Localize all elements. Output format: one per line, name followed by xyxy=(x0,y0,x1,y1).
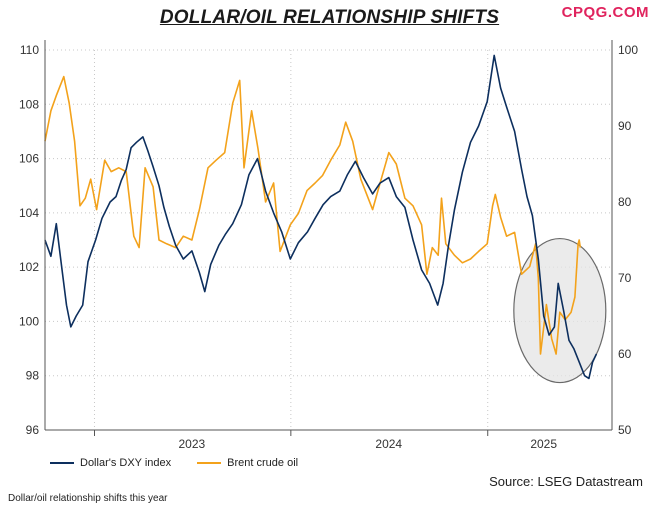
y-left-tick-label: 104 xyxy=(19,206,39,220)
caption: Dollar/oil relationship shifts this year xyxy=(8,493,168,504)
x-tick-label: 2024 xyxy=(375,437,402,451)
legend-swatch-dxy xyxy=(50,462,74,464)
axes: 96 98 100 102 104 106 108 110 50 60 70 80 90 100 2023 2… xyxy=(19,40,638,451)
legend-label-brent: Brent crude oil xyxy=(227,457,299,469)
legend: Dollar's DXY index Brent crude oil xyxy=(50,457,298,469)
y-right-tick-label: 60 xyxy=(618,347,632,361)
highlight-ellipse xyxy=(513,237,607,384)
y-right-tick-label: 70 xyxy=(618,271,632,285)
y-left-tick-label: 98 xyxy=(26,369,40,383)
gridlines xyxy=(45,49,612,430)
y-left-tick-label: 100 xyxy=(19,314,39,328)
series-line-dxy xyxy=(44,54,598,380)
y-right-tick-label: 80 xyxy=(618,195,632,209)
series-line-brent xyxy=(44,75,582,355)
y-right-tick-label: 100 xyxy=(618,43,638,57)
y-right-tick-label: 50 xyxy=(618,423,632,437)
annotation-layer xyxy=(513,237,607,384)
y-left-tick-label: 110 xyxy=(20,43,39,57)
y-left-tick-label: 102 xyxy=(19,260,39,274)
legend-item-brent[interactable]: Brent crude oil xyxy=(197,457,298,469)
chart-title: DOLLAR/OIL RELATIONSHIP SHIFTS xyxy=(159,7,500,28)
y-left-tick-label: 108 xyxy=(19,97,39,111)
source-note: Source: LSEG Datastream xyxy=(489,474,643,489)
legend-item-dxy[interactable]: Dollar's DXY index xyxy=(50,457,171,469)
x-tick-label: 2025 xyxy=(530,437,557,451)
y-left-tick-label: 106 xyxy=(19,152,39,166)
legend-label-dxy: Dollar's DXY index xyxy=(80,457,172,469)
x-tick-label: 2023 xyxy=(179,437,206,451)
brand-logo[interactable]: CPQG.COM xyxy=(561,4,649,21)
legend-swatch-brent xyxy=(197,462,222,464)
y-left-tick-label: 96 xyxy=(26,423,40,437)
y-right-tick-label: 90 xyxy=(618,119,632,133)
series-layer xyxy=(44,54,598,380)
